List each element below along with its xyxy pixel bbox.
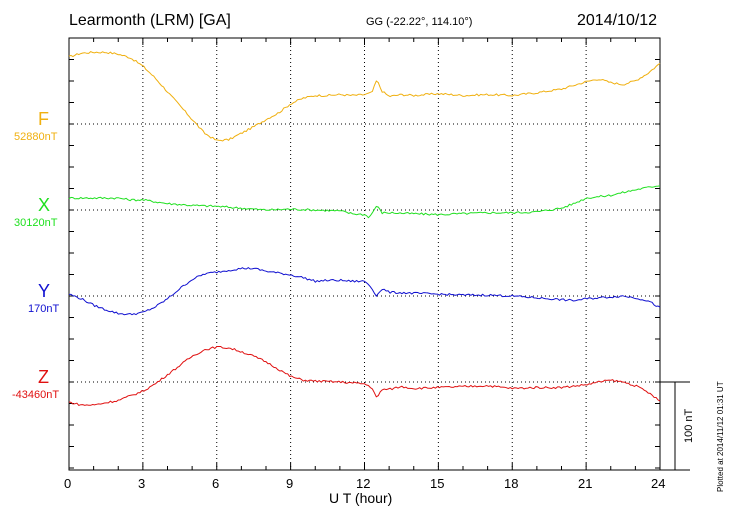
series-line-f [68,51,661,142]
x-tick-label: 3 [138,476,146,491]
channel-x-label: X [38,195,51,215]
scale-bar-label: 100 nT [683,408,695,443]
plotted-timestamp: Plotted at 2014/11/12 01:31 UT [716,381,725,492]
x-axis-label: U T (hour) [329,490,393,506]
date-label: 2014/10/12 [577,12,658,29]
series-line-y [69,266,661,316]
x-tick-label: 21 [578,476,593,491]
x-tick-label: 18 [504,476,519,491]
channel-y-baseline: 170nT [28,303,60,315]
x-tick-label: 12 [356,476,371,491]
channel-f-baseline: 52880nT [14,131,58,143]
coordinates-label: GG (-22.22°, 114.10°) [366,16,473,28]
x-tick-label: 6 [212,476,220,491]
channel-x-baseline: 30120nT [14,217,58,229]
channel-z-baseline: -43460nT [12,389,60,401]
x-tick-label: 24 [651,476,666,491]
x-tick-label: 0 [64,476,72,491]
x-tick-label: 9 [286,476,294,491]
channel-z-label: Z [38,367,49,387]
station-title: Learmonth (LRM) [GA] [69,12,231,29]
channel-f-label: F [38,109,49,129]
series-line-z [68,346,661,406]
channel-y-label: Y [38,281,51,301]
x-tick-label: 15 [430,476,445,491]
series-line-x [68,185,661,219]
